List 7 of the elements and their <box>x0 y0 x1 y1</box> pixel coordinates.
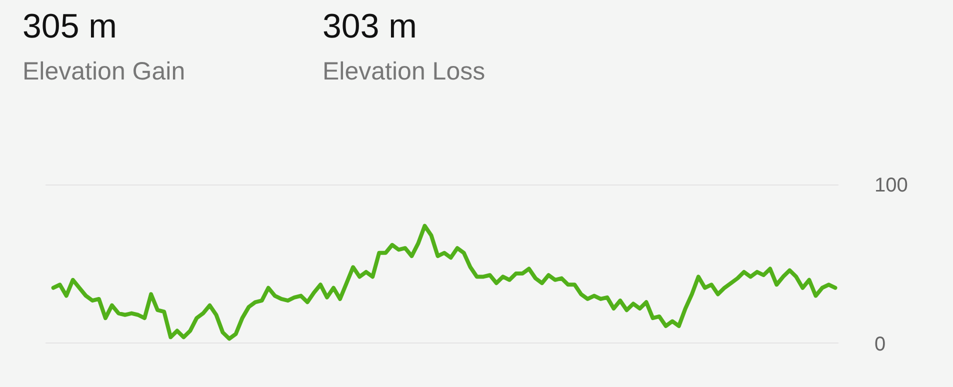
text: 303 m <box>322 8 417 46</box>
text: 305 m <box>22 8 117 46</box>
line-series <box>51 224 838 341</box>
text: Elevation Gain <box>22 58 186 86</box>
text: Elevation Loss <box>322 58 486 86</box>
y-tick-label: 0 <box>874 334 886 356</box>
y-tick-label: 100 <box>874 174 908 196</box>
